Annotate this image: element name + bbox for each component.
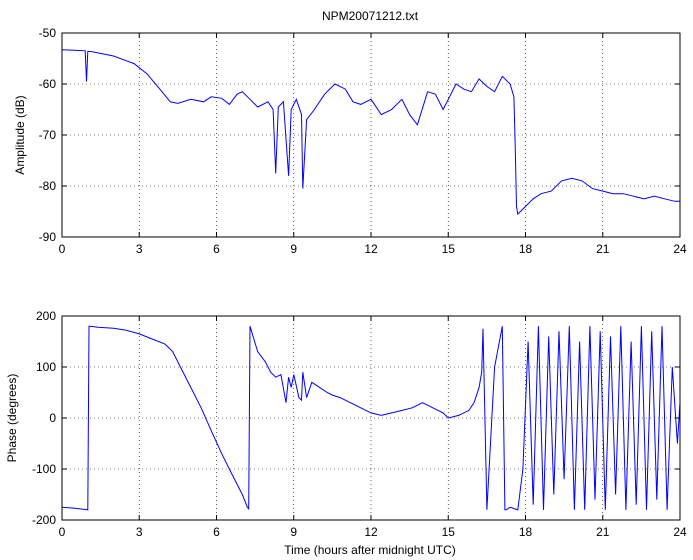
x-tick-label: 21 bbox=[596, 525, 610, 539]
x-tick-label: 9 bbox=[290, 525, 297, 539]
x-tick-label: 0 bbox=[59, 242, 66, 256]
x-tick-label: 12 bbox=[364, 242, 378, 256]
x-tick-label: 18 bbox=[519, 242, 533, 256]
phase-x-axis-label: Time (hours after midnight UTC) bbox=[284, 543, 456, 557]
x-tick-label: 6 bbox=[213, 242, 220, 256]
phase-plot-frame bbox=[61, 315, 681, 521]
y-tick-label: -100 bbox=[32, 462, 56, 476]
phase-panel: 0 3 6 9 12 15 18 21 24 -200 -100 0 100 200 Phase (de… bbox=[5, 309, 687, 557]
x-tick-label: 12 bbox=[364, 525, 378, 539]
phase-y-ticks: -200 -100 0 100 200 bbox=[32, 309, 680, 527]
phase-grid bbox=[62, 316, 680, 520]
y-tick-label: -200 bbox=[32, 513, 56, 527]
x-tick-label: 9 bbox=[290, 242, 297, 256]
amplitude-y-axis-label: Amplitude (dB) bbox=[13, 95, 27, 174]
phase-series-line bbox=[61, 325, 681, 511]
x-tick-label: 3 bbox=[136, 525, 143, 539]
x-tick-label: 21 bbox=[596, 242, 610, 256]
amplitude-grid bbox=[62, 33, 680, 237]
phase-x-ticks: 0 3 6 9 12 15 18 21 24 bbox=[59, 316, 687, 539]
amplitude-series-line bbox=[61, 49, 680, 216]
x-tick-label: 0 bbox=[59, 525, 66, 539]
x-tick-label: 24 bbox=[673, 242, 687, 256]
y-tick-label: 200 bbox=[36, 309, 56, 323]
x-tick-label: 3 bbox=[136, 242, 143, 256]
x-tick-label: 15 bbox=[442, 242, 456, 256]
chart-title: NPM20071212.txt bbox=[322, 9, 419, 23]
y-tick-label: 0 bbox=[49, 411, 56, 425]
amplitude-panel: NPM20071212.txt 0 3 6 9 12 15 18 21 24 -90 -80 -70… bbox=[13, 9, 687, 256]
amplitude-y-ticks: -90 -80 -70 -60 -50 bbox=[39, 26, 680, 244]
y-tick-label: -80 bbox=[39, 179, 57, 193]
x-tick-label: 15 bbox=[442, 525, 456, 539]
amplitude-plot-frame bbox=[61, 32, 681, 238]
y-tick-label: -50 bbox=[39, 26, 57, 40]
y-tick-label: -70 bbox=[39, 128, 57, 142]
y-tick-label: -60 bbox=[39, 77, 57, 91]
x-tick-label: 24 bbox=[673, 525, 687, 539]
y-tick-label: 100 bbox=[36, 360, 56, 374]
y-tick-label: -90 bbox=[39, 230, 57, 244]
phase-y-axis-label: Phase (degrees) bbox=[5, 374, 19, 463]
amplitude-x-ticks: 0 3 6 9 12 15 18 21 24 bbox=[59, 33, 687, 256]
x-tick-label: 6 bbox=[213, 525, 220, 539]
x-tick-label: 18 bbox=[519, 525, 533, 539]
